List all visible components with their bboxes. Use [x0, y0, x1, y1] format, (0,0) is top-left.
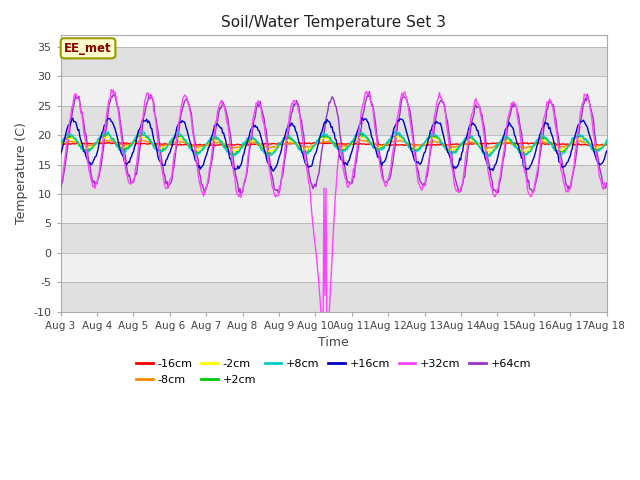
- Bar: [61, 106, 607, 135]
- Bar: [61, 224, 607, 253]
- Bar: [61, 282, 607, 312]
- Text: EE_met: EE_met: [64, 42, 112, 55]
- Bar: [61, 194, 607, 224]
- Legend: -16cm, -8cm, -2cm, +2cm, +8cm, +16cm, +32cm, +64cm: -16cm, -8cm, -2cm, +2cm, +8cm, +16cm, +3…: [132, 355, 535, 389]
- Title: Soil/Water Temperature Set 3: Soil/Water Temperature Set 3: [221, 15, 446, 30]
- X-axis label: Time: Time: [318, 336, 349, 349]
- Y-axis label: Temperature (C): Temperature (C): [15, 122, 28, 225]
- Bar: [61, 76, 607, 106]
- Bar: [61, 135, 607, 165]
- Bar: [61, 47, 607, 76]
- Bar: [61, 253, 607, 282]
- Bar: [61, 165, 607, 194]
